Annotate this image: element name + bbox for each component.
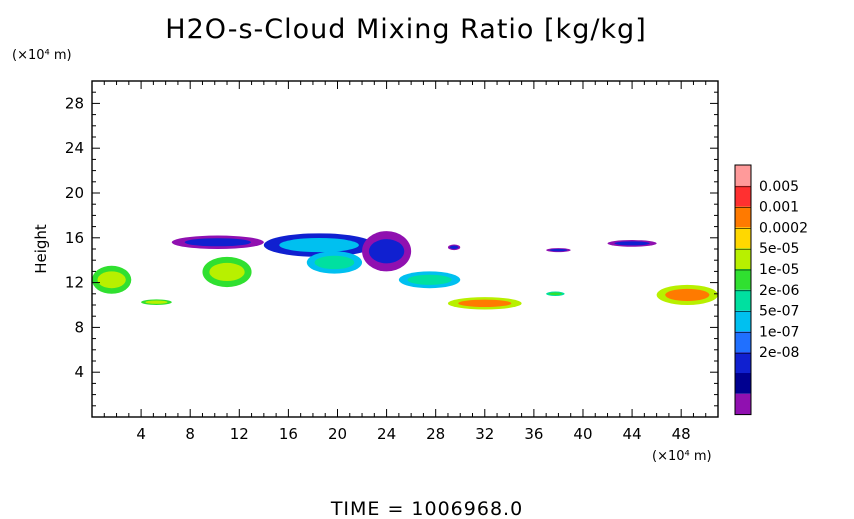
- cloud-region: [145, 300, 168, 304]
- cloud-region: [184, 238, 251, 247]
- y-tick-label: 20: [65, 184, 84, 202]
- y-unit-label: (×10⁴ m): [12, 48, 72, 63]
- colorbar-label: 0.0002: [759, 220, 808, 236]
- cloud-region: [407, 274, 452, 285]
- cloud-region: [458, 299, 512, 308]
- colorbar-swatch: [735, 310, 751, 332]
- cloud-region: [314, 255, 355, 270]
- x-tick-label: 36: [524, 425, 543, 443]
- x-tick-label: 24: [377, 425, 396, 443]
- colorbar: 0.005 0.001 0.0002 5e-05 1e-05 2e-06 5e-07 1e-0…: [734, 164, 808, 416]
- cloud-region: [548, 292, 562, 296]
- colorbar-label: 0.001: [759, 200, 799, 216]
- x-unit-label: (×10⁴ m): [652, 449, 712, 464]
- y-tick-label: 8: [74, 318, 84, 336]
- colorbar-label: 1e-05: [759, 262, 799, 278]
- colorbar-swatch: [735, 206, 751, 228]
- x-tick-label: 4: [136, 425, 146, 443]
- colorbar-swatch: [735, 373, 751, 394]
- colorbar-frame: [734, 164, 752, 416]
- colorbar-label: 0.005: [759, 179, 799, 195]
- cloud-region: [209, 262, 245, 282]
- x-tick-label: 32: [475, 425, 494, 443]
- colorbar-swatch: [735, 352, 751, 373]
- x-tick-label: 20: [328, 425, 347, 443]
- cloud-region: [368, 239, 405, 264]
- colorbar-swatch: [735, 185, 751, 207]
- y-tick-label: 4: [74, 363, 84, 381]
- plot-data: [92, 231, 718, 310]
- y-tick-label: 12: [65, 274, 84, 292]
- colorbar-label: 2e-06: [759, 283, 799, 299]
- chart-title: H2O-s-Cloud Mixing Ratio [kg/kg]: [165, 14, 646, 45]
- colorbar-swatch: [735, 269, 751, 290]
- y-tick-label: 28: [65, 94, 84, 112]
- colorbar-swatch: [735, 331, 751, 353]
- x-tick-label: 28: [426, 425, 445, 443]
- cloud-region: [279, 238, 359, 253]
- cloud-region: [665, 288, 710, 301]
- colorbar-swatch: [735, 248, 751, 269]
- colorbar-swatch: [735, 165, 751, 186]
- cloud-region: [97, 271, 126, 289]
- y-axis-label: Height: [32, 224, 50, 274]
- colorbar-label: 5e-05: [759, 241, 799, 257]
- x-tick-label: 44: [623, 425, 642, 443]
- x-tick-label: 40: [573, 425, 592, 443]
- x-tick-label: 16: [279, 425, 298, 443]
- colorbar-label: 5e-07: [759, 304, 799, 320]
- x-tick-label: 8: [185, 425, 195, 443]
- cloud-region: [614, 241, 650, 246]
- colorbar-label: 1e-07: [759, 324, 799, 340]
- y-tick-label: 16: [65, 229, 84, 247]
- x-tick-label: 48: [672, 425, 691, 443]
- colorbar-label: 2e-08: [759, 345, 799, 361]
- colorbar-swatch: [735, 393, 751, 415]
- colorbar-swatch: [735, 227, 751, 249]
- cloud-region: [449, 245, 459, 250]
- colorbar-swatch: [735, 289, 751, 311]
- cloud-region: [549, 248, 568, 252]
- y-tick-label: 24: [65, 139, 84, 157]
- x-tick-label: 12: [230, 425, 249, 443]
- time-footer: TIME = 1006968.0: [330, 498, 523, 519]
